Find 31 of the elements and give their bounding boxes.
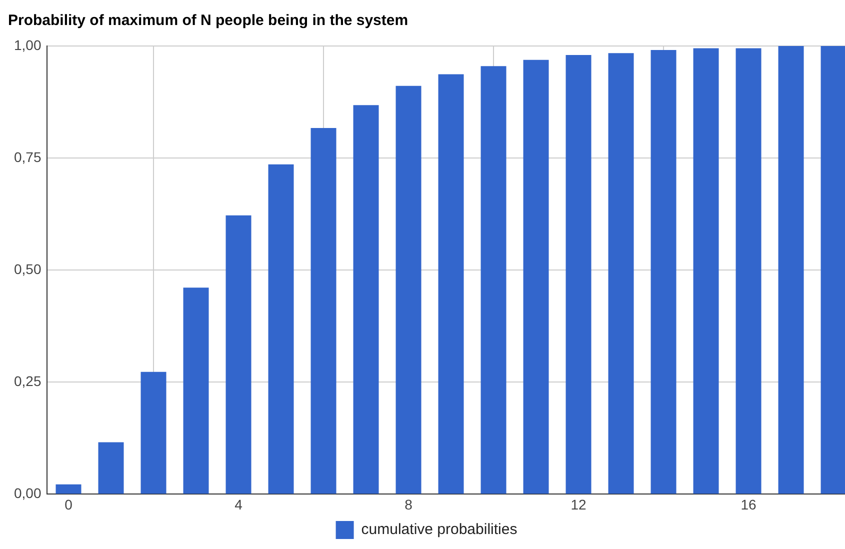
bar — [310, 128, 336, 494]
bar — [778, 46, 804, 494]
x-tick-label: 8 — [404, 496, 413, 512]
bar — [736, 48, 762, 494]
bar — [396, 86, 422, 494]
bar — [56, 484, 82, 494]
x-tick-label: 0 — [64, 496, 73, 512]
y-tick-label: 0,75 — [14, 148, 42, 165]
bar — [820, 46, 845, 494]
bar — [268, 164, 294, 494]
bar — [693, 48, 719, 494]
x-tick-label: 16 — [740, 496, 757, 512]
bar — [183, 288, 209, 494]
bar — [98, 442, 124, 494]
bar — [523, 60, 549, 494]
bar — [226, 215, 252, 494]
y-tick-label: 0,25 — [14, 373, 42, 390]
y-tick-label: 0,00 — [14, 485, 42, 502]
bar — [608, 53, 634, 494]
bar — [480, 66, 506, 494]
x-tick-label: 12 — [570, 496, 587, 512]
bar — [566, 54, 592, 494]
x-tick-label: 4 — [234, 496, 243, 512]
bar — [650, 50, 676, 494]
bar — [353, 105, 379, 494]
bar — [140, 372, 166, 494]
legend-label: cumulative probabilities — [361, 521, 518, 538]
bar — [438, 74, 464, 494]
chart-title: Probability of maximum of N people being in the system — [8, 12, 408, 30]
y-tick-label: 1,00 — [14, 36, 42, 53]
y-tick-label: 0,50 — [14, 260, 42, 277]
